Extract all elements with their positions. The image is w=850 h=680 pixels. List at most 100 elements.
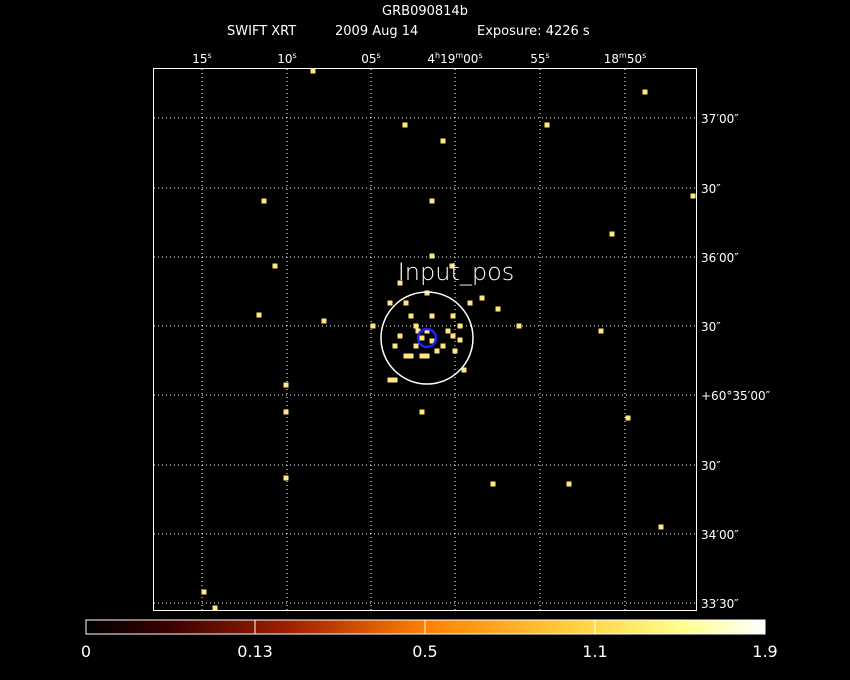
photon-pixel [415,328,421,334]
ra-label-part: 00 [463,52,478,66]
photon-pixel [403,353,409,359]
photon-pixel [598,328,604,334]
photon-pixel [490,481,496,487]
photon-pixel [516,323,522,329]
photon-pixel [408,313,414,319]
photon-pixel [566,481,572,487]
ra-label-part: s [546,51,550,60]
image-frame [153,68,697,611]
photon-pixel [419,409,425,415]
photon-pixel [413,323,419,329]
photon-pixel [495,306,501,312]
photon-pixel [283,475,289,481]
photon-pixel [544,122,550,128]
ra-label-part: 10 [277,52,292,66]
ra-label: 10s [277,51,296,66]
ra-label: 15s [192,51,211,66]
photon-pixel [457,323,463,329]
photon-pixel [449,263,455,269]
photon-pixel [429,198,435,204]
ra-label: 05s [361,51,380,66]
photon-pixel [261,198,267,204]
photon-pixel [272,263,278,269]
colorbar-label: 1.9 [752,642,777,661]
photon-pixel [445,328,451,334]
position-circle [416,327,438,349]
photon-pixel [201,589,207,595]
region-label: Input_pos [398,258,515,286]
photon-pixel [419,335,425,341]
photon-pixel [434,348,440,354]
ra-label-part: s [208,51,212,60]
photon-pixel [402,122,408,128]
photon-pixel [392,377,398,383]
photon-pixel [397,280,403,286]
ra-label-part: m [619,51,627,60]
photon-pixel [387,377,393,383]
ra-label-part: 55 [530,52,545,66]
ra-label-part: h [435,51,440,60]
photon-pixel [310,68,316,74]
photon-pixel [283,409,289,415]
exposure: Exposure: 4226 s [477,24,590,39]
title: GRB090814b [382,4,468,19]
photon-pixel [461,367,467,373]
photon-pixel [403,300,409,306]
photon-pixel [419,353,425,359]
colorbar-label: 0 [81,642,91,661]
photon-pixel [387,300,393,306]
photon-pixel [429,253,435,259]
photon-pixel [413,343,419,349]
photon-pixel [440,343,446,349]
photon-pixel [429,313,435,319]
photon-pixels [201,68,696,611]
ra-label-part: s [293,51,297,60]
photon-pixel [392,343,398,349]
ra-label: 18m50s [604,51,647,66]
colorbar-label: 0.5 [412,642,437,661]
photon-pixel [256,312,262,318]
photon-pixel [424,290,430,296]
photon-pixel [658,524,664,530]
ra-label-part: s [377,51,381,60]
photon-pixel [429,338,435,344]
ra-label-part: m [455,51,463,60]
photon-pixel [450,333,456,339]
photon-pixel [609,231,615,237]
photon-pixel [321,318,327,324]
photon-pixel [440,138,446,144]
photon-pixel [408,353,414,359]
date: 2009 Aug 14 [335,24,418,39]
dec-label: 30″ [701,320,721,334]
dec-label: 36′00″ [701,251,739,265]
photon-pixel [370,323,376,329]
ra-label-part: s [642,51,646,60]
dec-label: +60°35′00″ [701,389,771,403]
colorbar-labels: 0 0.13 0.5 1.1 1.9 [81,620,778,661]
ra-label-part: 15 [192,52,207,66]
photon-pixel [457,337,463,343]
dec-label: 33′30″ [701,597,739,611]
dec-label: 37′00″ [701,112,739,126]
ra-label-part: s [478,51,482,60]
photon-pixel [424,328,430,334]
photon-pixel [452,348,458,354]
dec-label: 34′00″ [701,528,739,542]
photon-pixel [690,193,696,199]
photon-pixel [212,605,218,611]
dec-label: 30″ [701,459,721,473]
photon-pixel [397,333,403,339]
ra-label-part: 19 [440,52,455,66]
ra-label-part: 18 [604,52,619,66]
colorbar-label: 0.13 [237,642,273,661]
dec-label: 30″ [701,182,721,196]
ra-label-part: 05 [361,52,376,66]
coordinate-grid [154,69,696,610]
ra-label-part: 4 [427,52,435,66]
ra-label-part: 50 [627,52,642,66]
photon-pixel [479,295,485,301]
ra-label: 4h19m00s [427,51,482,66]
photon-pixel [642,89,648,95]
photon-pixel [283,382,289,388]
